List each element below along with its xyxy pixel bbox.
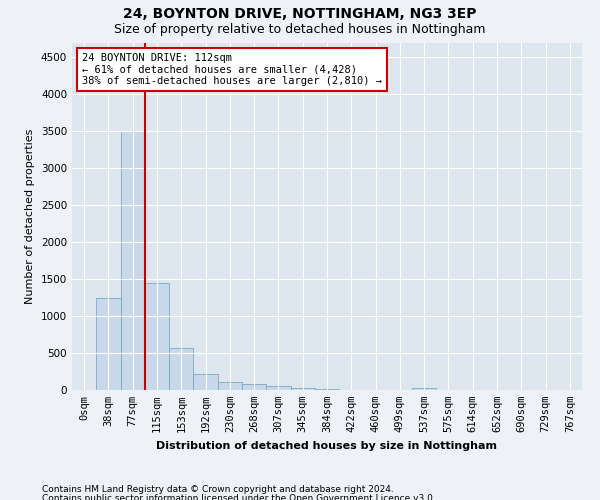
- X-axis label: Distribution of detached houses by size in Nottingham: Distribution of detached houses by size …: [157, 440, 497, 450]
- Bar: [315, 388, 339, 390]
- Bar: [242, 384, 266, 390]
- Bar: [169, 348, 193, 390]
- Y-axis label: Number of detached properties: Number of detached properties: [25, 128, 35, 304]
- Text: 24, BOYNTON DRIVE, NOTTINGHAM, NG3 3EP: 24, BOYNTON DRIVE, NOTTINGHAM, NG3 3EP: [123, 8, 477, 22]
- Bar: [218, 382, 242, 390]
- Bar: [96, 298, 121, 390]
- Bar: [266, 386, 290, 390]
- Text: 24 BOYNTON DRIVE: 112sqm
← 61% of detached houses are smaller (4,428)
38% of sem: 24 BOYNTON DRIVE: 112sqm ← 61% of detach…: [82, 53, 382, 86]
- Text: Contains HM Land Registry data © Crown copyright and database right 2024.: Contains HM Land Registry data © Crown c…: [42, 485, 394, 494]
- Bar: [412, 388, 436, 390]
- Text: Contains public sector information licensed under the Open Government Licence v3: Contains public sector information licen…: [42, 494, 436, 500]
- Bar: [193, 374, 218, 390]
- Text: Size of property relative to detached houses in Nottingham: Size of property relative to detached ho…: [114, 22, 486, 36]
- Bar: [121, 131, 145, 390]
- Bar: [290, 388, 315, 390]
- Bar: [145, 283, 169, 390]
